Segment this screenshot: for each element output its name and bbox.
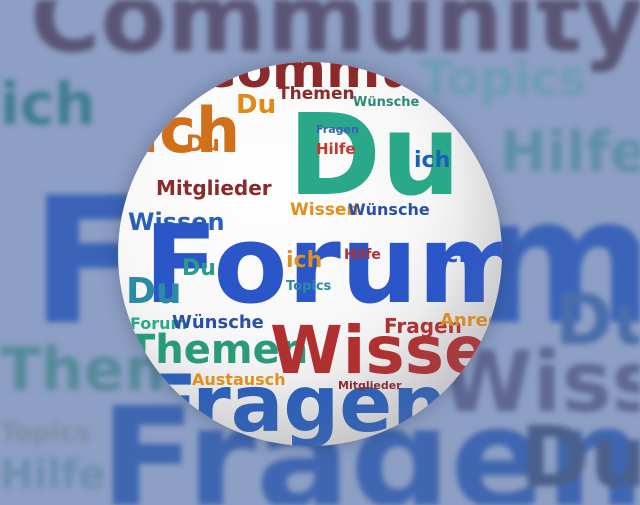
globe-word-anregungen: Anregungen bbox=[440, 310, 502, 331]
globe-word-mitglieder: Mitglieder bbox=[156, 176, 272, 200]
globe-word-fragen-small: Fragen bbox=[316, 123, 359, 136]
globe-word-du-teal: Du bbox=[182, 256, 216, 281]
bg-word-topics-2: Topics bbox=[0, 418, 91, 448]
globe-word-du-small: Du bbox=[186, 132, 220, 157]
bg-word-community: Community bbox=[30, 0, 640, 74]
bg-word-ich: ich bbox=[0, 70, 96, 138]
bg-word-du-2: Du bbox=[520, 408, 640, 505]
globe-word-ich-blue: ich bbox=[414, 148, 451, 173]
globe-word-hilfe-right: Hilfe bbox=[344, 247, 381, 263]
globe-word-ich-yellow: ich bbox=[286, 248, 323, 273]
globe-word-du-orange: Du bbox=[236, 90, 277, 120]
bg-word-hilfe: Hilfe bbox=[500, 120, 640, 185]
globe-word-mitglieder-low: Mitglieder bbox=[338, 379, 402, 392]
globe-word-du-left: Du bbox=[126, 271, 182, 312]
globe-word-ich-right: ich bbox=[436, 240, 476, 268]
bg-word-hilfe-2: Hilfe bbox=[0, 452, 106, 498]
globe-word-fragen-big: Fragen bbox=[144, 360, 448, 446]
bg-word-du: Du bbox=[555, 279, 640, 361]
globe-word-topics-right: Topics bbox=[286, 279, 332, 294]
word-globe: Community Du Themen Wünsche ich Du Du Mi… bbox=[118, 62, 502, 446]
globe-word-hilfe-small: Hilfe bbox=[316, 140, 356, 158]
